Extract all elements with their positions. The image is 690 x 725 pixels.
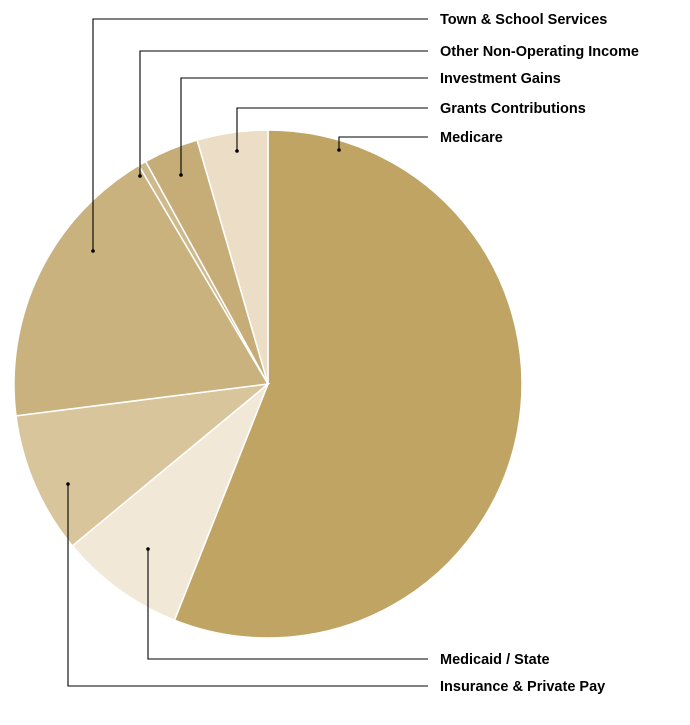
leader-dot-other-non-operating-income (138, 174, 142, 178)
leader-line-medicare (338, 136, 428, 150)
leader-dot-town-school-services (91, 249, 95, 253)
pie-slice-medicare (173, 129, 523, 639)
leader-line-other-non-operating-income (139, 50, 428, 176)
label-other-non-operating-income: Other Non-Operating Income (440, 44, 639, 60)
leader-dot-insurance-private-pay (66, 482, 70, 486)
label-medicare: Medicare (440, 130, 503, 146)
label-investment-gains: Investment Gains (440, 71, 561, 87)
pie-slice-town-school-services (13, 164, 270, 417)
leader-dot-medicaid-state (146, 547, 150, 551)
slice-labels: Medicare Medicaid / State Insurance & Pr… (440, 12, 639, 695)
pie-slice-grants-contributions (196, 129, 269, 385)
label-medicaid-state: Medicaid / State (440, 652, 550, 668)
label-grants-contributions: Grants Contributions (440, 101, 586, 117)
leader-lines (66, 18, 428, 687)
leader-line-grants-contributions (236, 107, 428, 151)
leader-line-investment-gains (180, 77, 428, 175)
label-insurance-private-pay: Insurance & Private Pay (440, 679, 605, 695)
leader-dot-medicare (337, 148, 341, 152)
leader-line-town-school-services (92, 18, 428, 251)
leader-line-insurance-private-pay (67, 484, 428, 687)
leader-line-medicaid-state (147, 549, 428, 660)
pie-slices (13, 129, 523, 639)
leader-dot-grants-contributions (235, 149, 239, 153)
pie-slice-medicaid-state (71, 383, 269, 622)
leader-dot-investment-gains (179, 173, 183, 177)
label-town-school-services: Town & School Services (440, 12, 607, 28)
